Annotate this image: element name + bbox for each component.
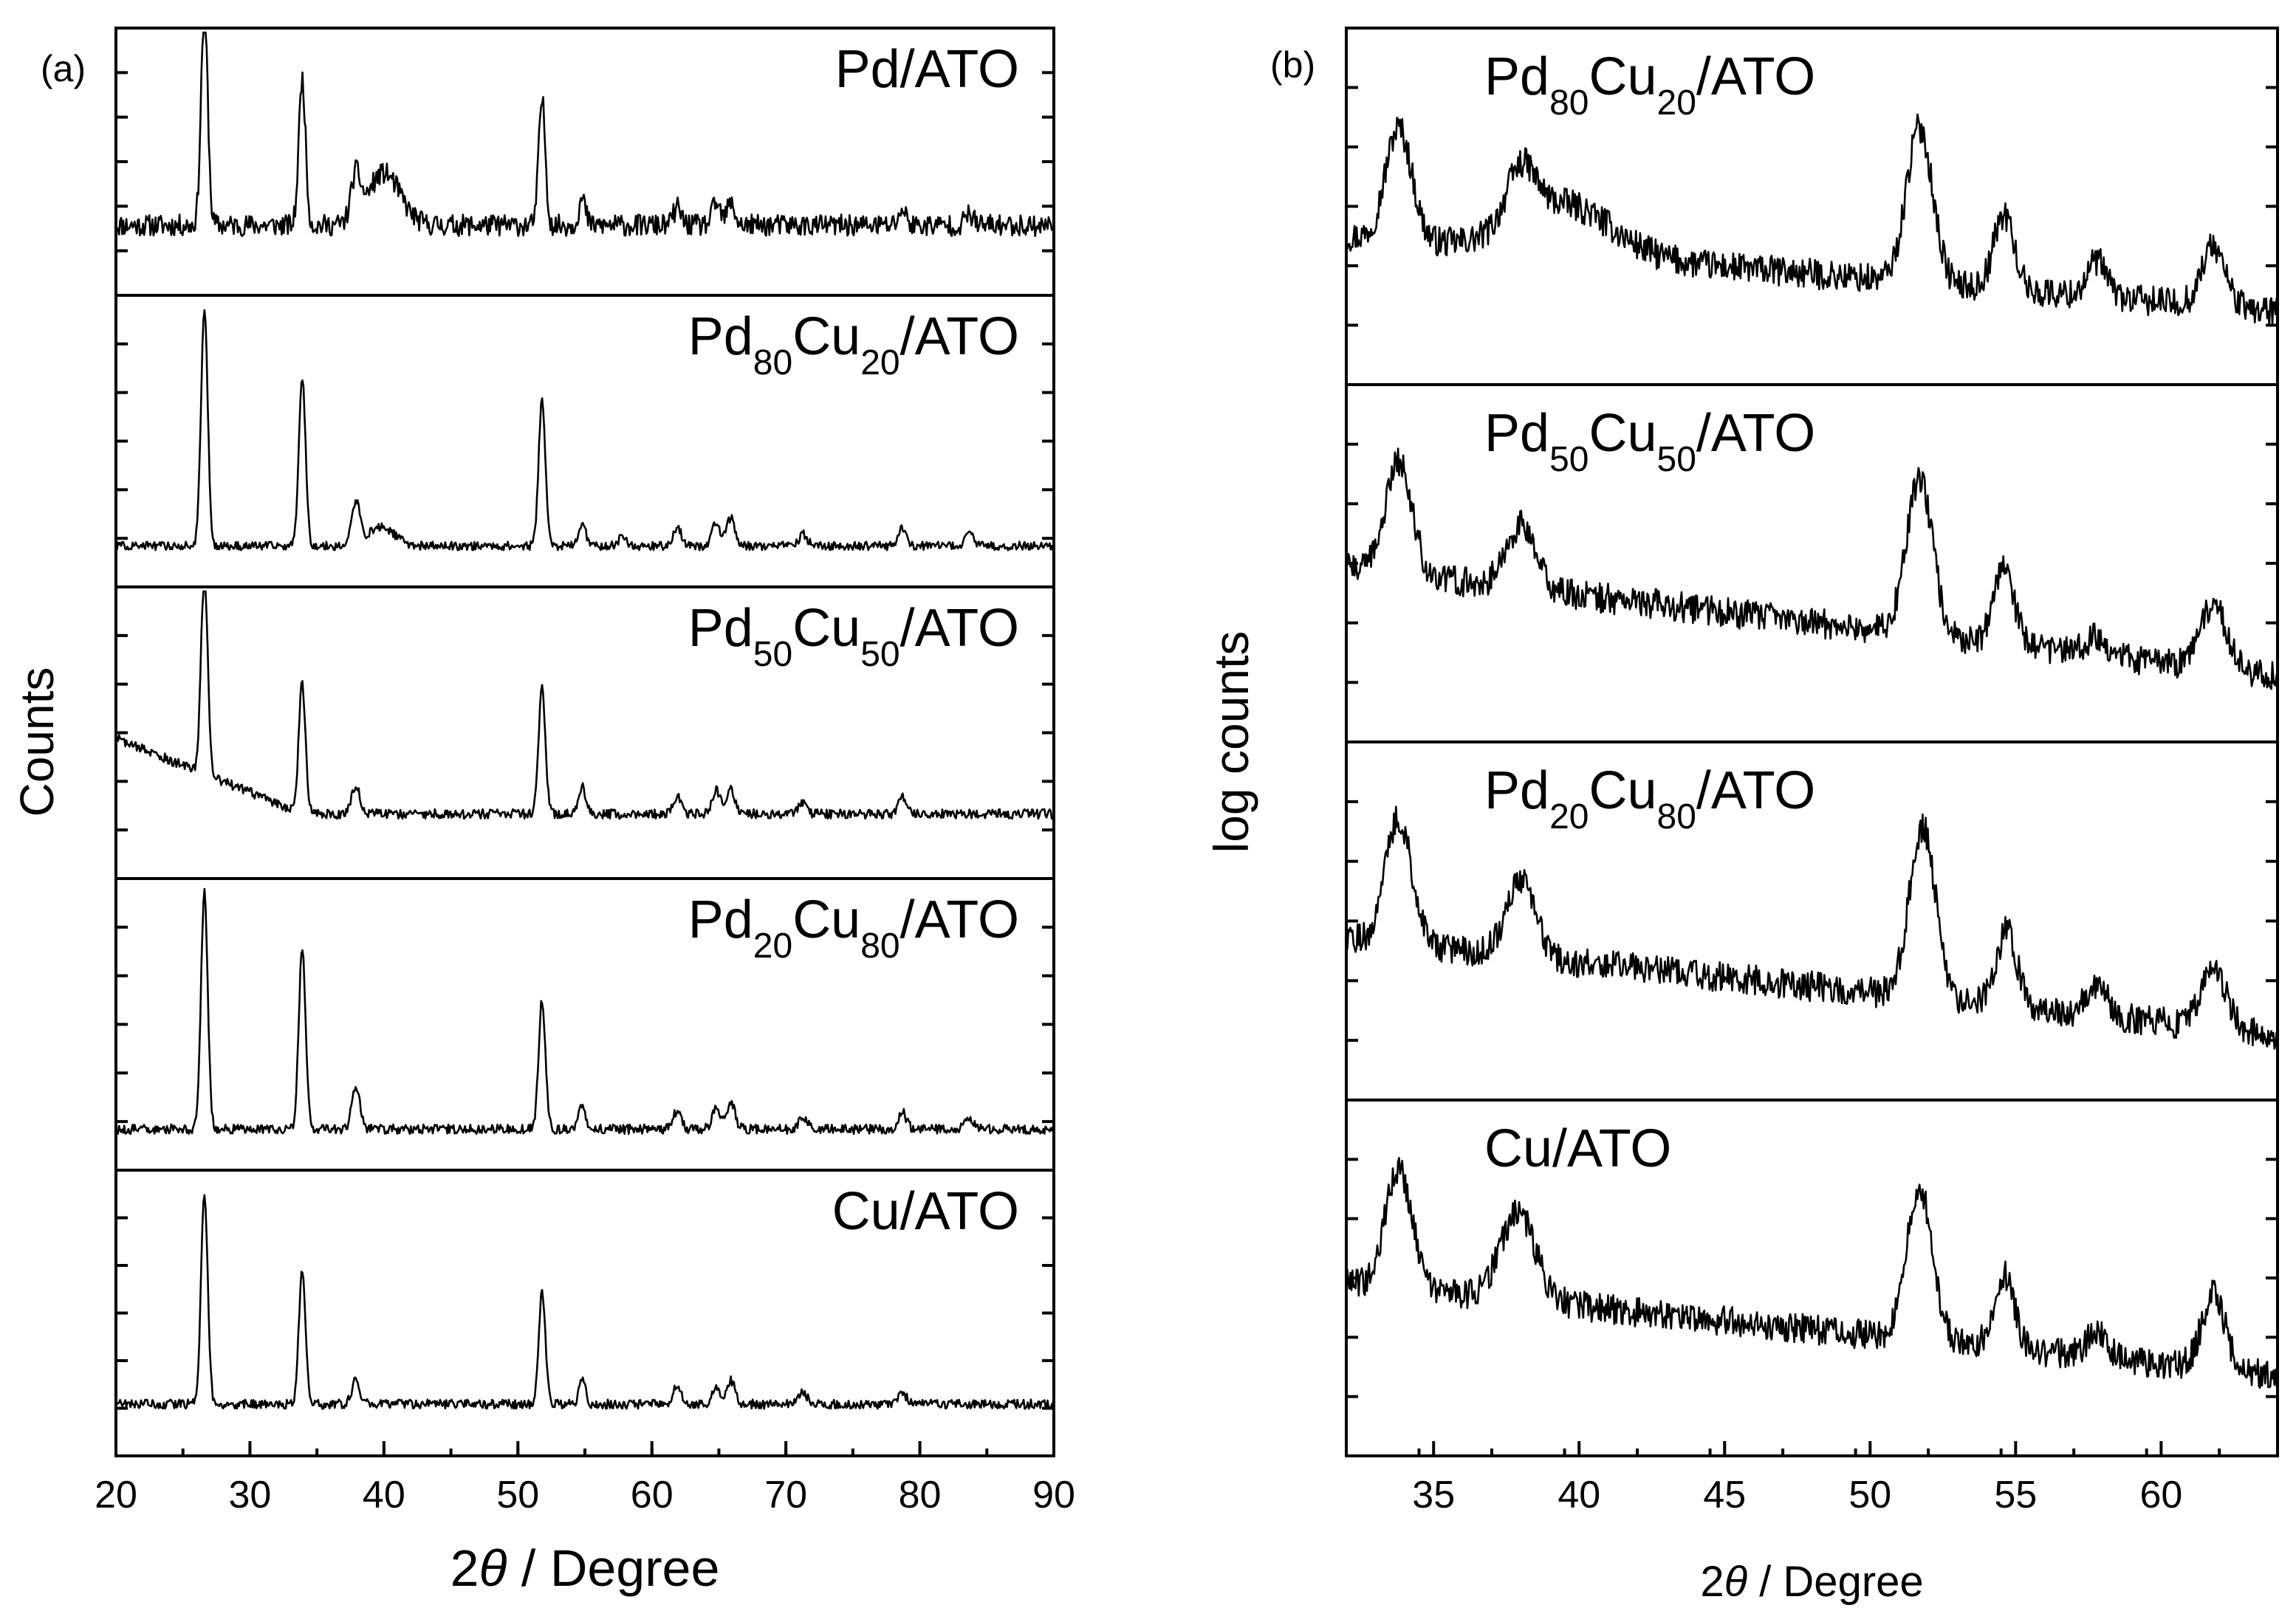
plot-frame [114,27,1055,1457]
xrd-trace-cu-ato [1345,1157,2279,1390]
xrd-trace-pd80cu20-ato [1345,113,2279,326]
panel-tag: (a) [41,48,86,89]
sample-label: Pd50Cu50/ATO [1484,404,1815,479]
x-tick-label: 60 [2139,1474,2182,1516]
xrd-trace-pd20cu80-ato [1345,805,2279,1050]
panel-tag: (b) [1270,44,1315,86]
x-tick-label: 30 [229,1474,272,1516]
x-tick-label: 20 [95,1474,137,1516]
x-tick-label: 50 [496,1474,539,1516]
sample-label: Pd80Cu20/ATO [1484,47,1815,123]
panel-a: Pd/ATO Pd80Cu20/ATO Pd50Cu50/ATO Pd20Cu80/A… [10,27,1075,1597]
x-tick-label: 35 [1412,1474,1455,1516]
x-tick-label: 40 [1557,1474,1600,1516]
xrd-trace-cu-ato [114,1194,1055,1410]
x-tick-label: 40 [363,1474,405,1516]
y-axis-label: log counts [1204,631,1258,853]
sample-label: Cu/ATO [1484,1119,1671,1178]
x-tick-label: 90 [1032,1474,1075,1516]
sample-label: Pd80Cu20/ATO [688,307,1019,382]
sample-label: Pd50Cu50/ATO [688,599,1019,674]
x-tick-label: 50 [1848,1474,1891,1516]
y-axis-label: Counts [10,667,64,817]
sample-label: Pd20Cu80/ATO [688,890,1019,966]
sample-label: Cu/ATO [832,1182,1019,1241]
xrd-trace-pd50cu50-ato [114,590,1055,820]
x-tick-label: 70 [764,1474,807,1516]
xrd-trace-pd50cu50-ato [1345,447,2279,690]
xrd-trace-pd80cu20-ato [115,309,1055,551]
xrd-trace-pd20cu80-ato [114,887,1055,1135]
x-axis-label: 2θ / Degree [1700,1558,1923,1606]
x-tick-label: 45 [1703,1474,1746,1516]
x-axis-label: 2θ / Degree [450,1539,720,1597]
sample-label: Pd/ATO [835,40,1019,99]
panel-b: Pd80Cu20/ATO Pd50Cu50/ATO Pd20Cu80/ATO Cu/A… [1204,27,2279,1606]
x-tick-label: 55 [1994,1474,2037,1516]
x-tick-label: 60 [631,1474,674,1516]
sample-label: Pd20Cu80/ATO [1484,761,1815,836]
x-tick-label: 80 [899,1474,942,1516]
xrd-trace-pd-ato [115,31,1055,238]
